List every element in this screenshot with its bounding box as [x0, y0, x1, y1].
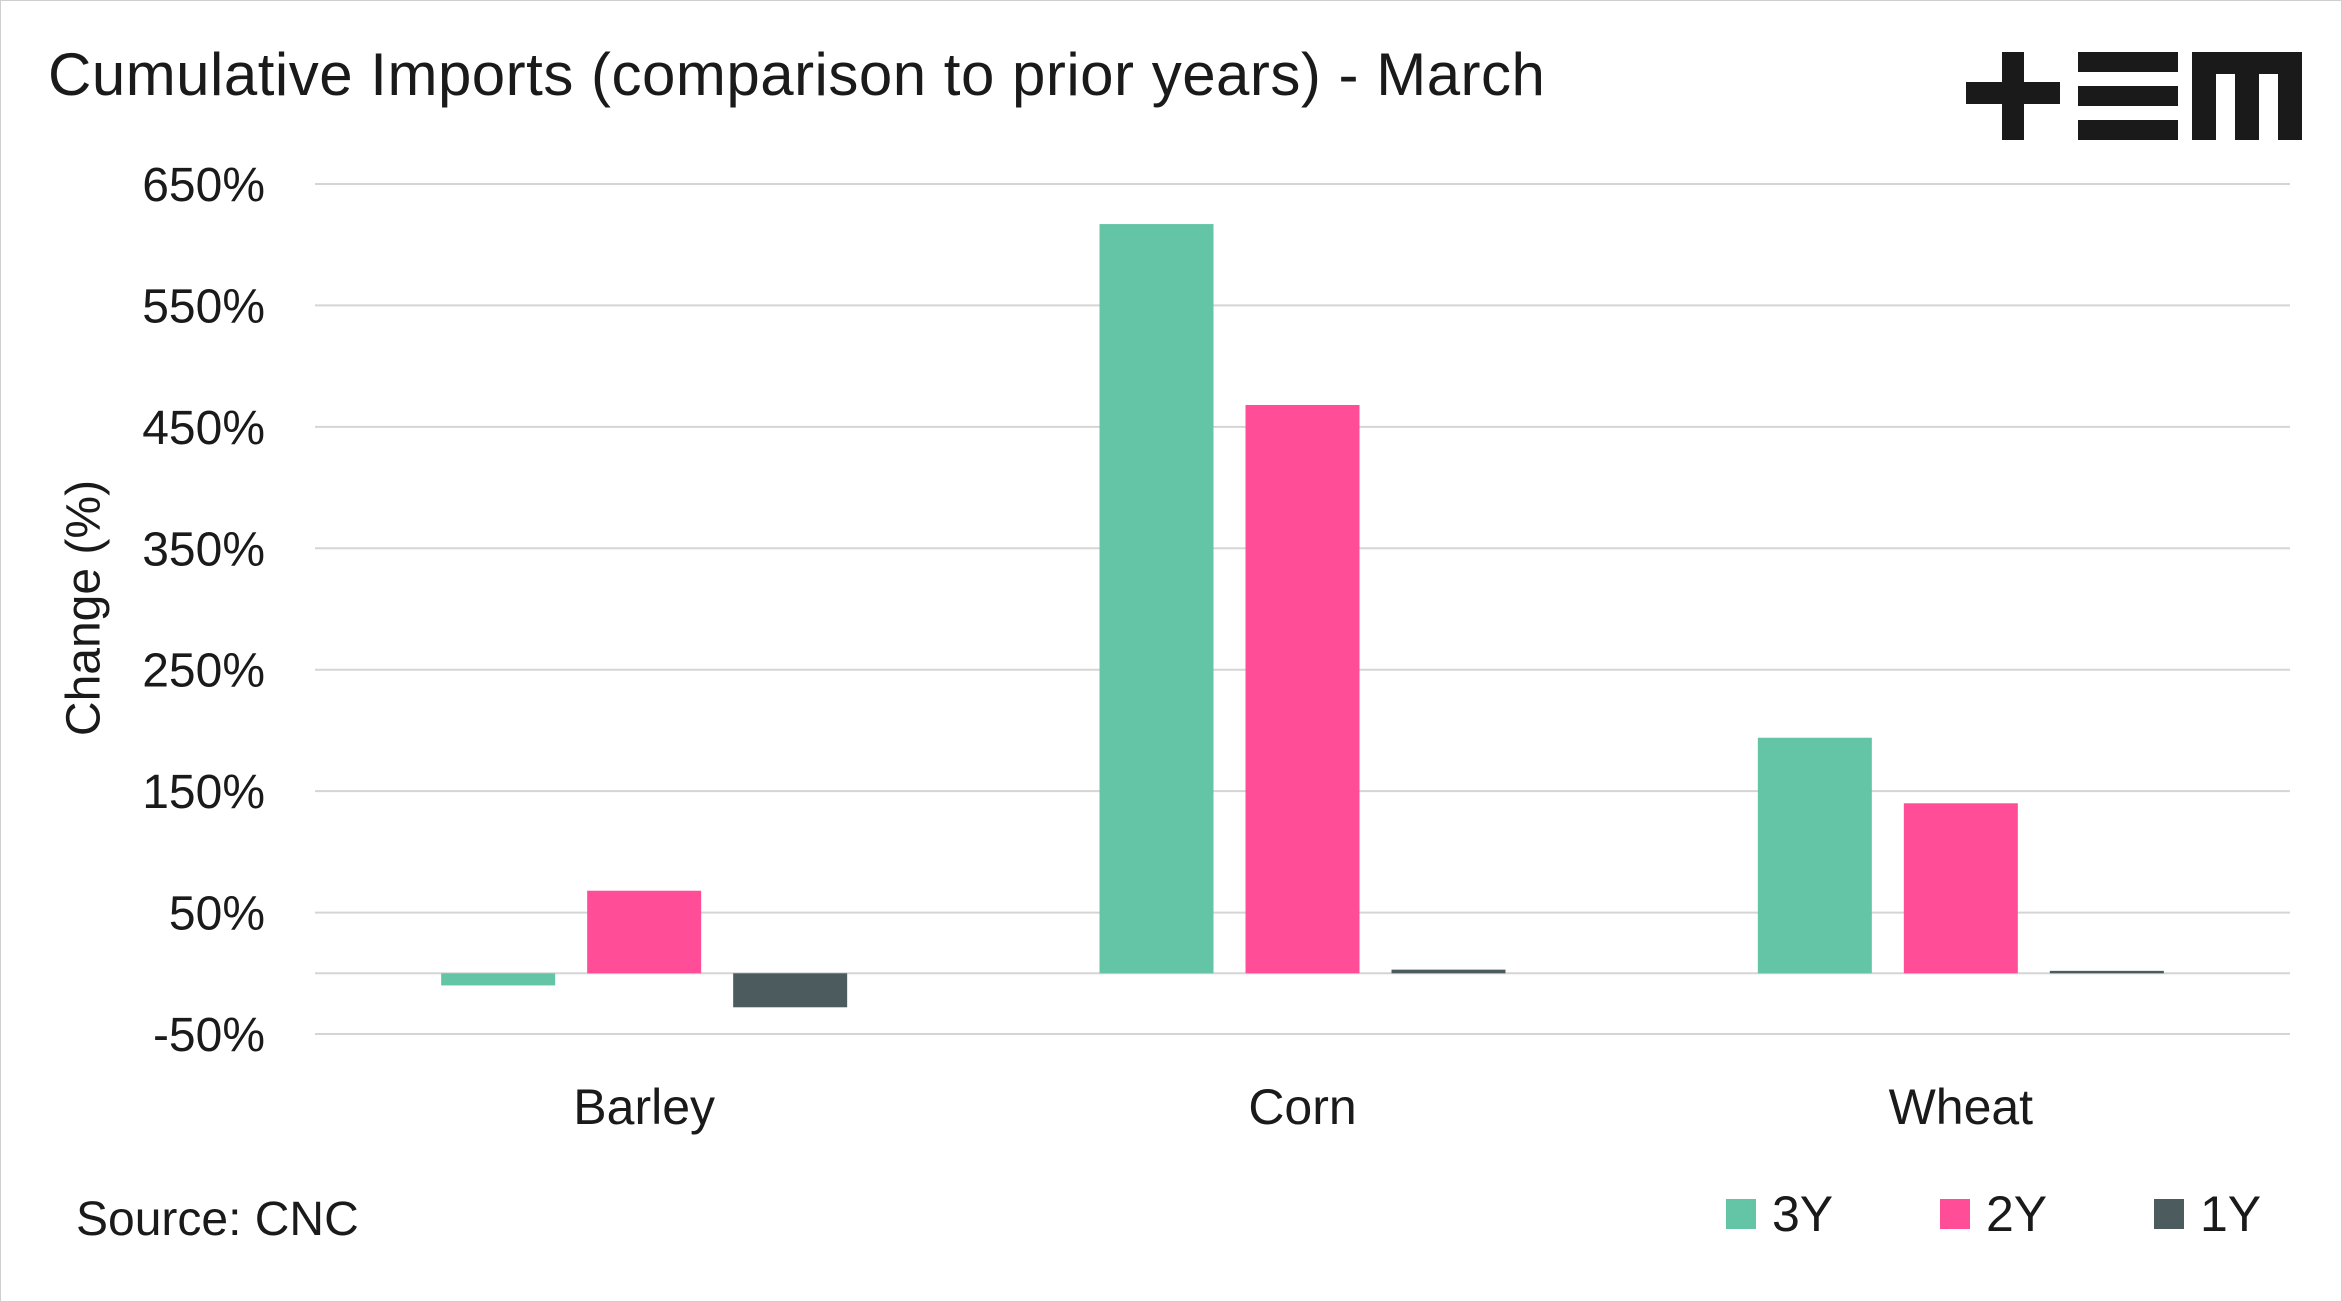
legend-swatch-2y: [1940, 1199, 1970, 1229]
legend-swatch-3y: [1726, 1199, 1756, 1229]
chart-title: Cumulative Imports (comparison to prior …: [48, 41, 1546, 108]
bar-corn-3y: [1099, 224, 1214, 974]
legend-swatch-1y: [2154, 1199, 2184, 1229]
source-note: Source: CNC: [76, 1193, 359, 1246]
legend-label-1y: 1Y: [2200, 1186, 2262, 1242]
y-tick-label: 150%: [142, 766, 265, 819]
legend-label-2y: 2Y: [1986, 1186, 2048, 1242]
bar-barley-2y: [587, 890, 702, 974]
bar-barley-3y: [441, 973, 556, 986]
bar-wheat-3y: [1757, 737, 1872, 974]
bar-corn-1y: [1391, 969, 1506, 974]
y-tick-label: -50%: [153, 1009, 265, 1062]
bar-corn-2y: [1245, 405, 1360, 974]
y-tick-label: 250%: [142, 645, 265, 698]
y-tick-label: 50%: [169, 888, 265, 941]
bar-wheat-2y: [1903, 803, 2018, 974]
tem-logo: [1966, 52, 2302, 140]
bar-wheat-1y: [2049, 970, 2164, 974]
x-tick-label: Corn: [1248, 1079, 1356, 1135]
y-tick-label: 350%: [142, 523, 265, 576]
legend-item-1y: 1Y: [2154, 1185, 2261, 1243]
legend-item-3y: 3Y: [1726, 1185, 1833, 1243]
x-tick-label: Wheat: [1889, 1079, 2034, 1135]
bar-barley-1y: [733, 973, 848, 1008]
y-tick-label: 450%: [142, 402, 265, 455]
x-tick-label: Barley: [573, 1079, 715, 1135]
y-tick-label: 550%: [142, 280, 265, 333]
legend-label-3y: 3Y: [1772, 1186, 1834, 1242]
legend-item-2y: 2Y: [1940, 1185, 2047, 1243]
y-tick-label: 650%: [142, 159, 265, 212]
